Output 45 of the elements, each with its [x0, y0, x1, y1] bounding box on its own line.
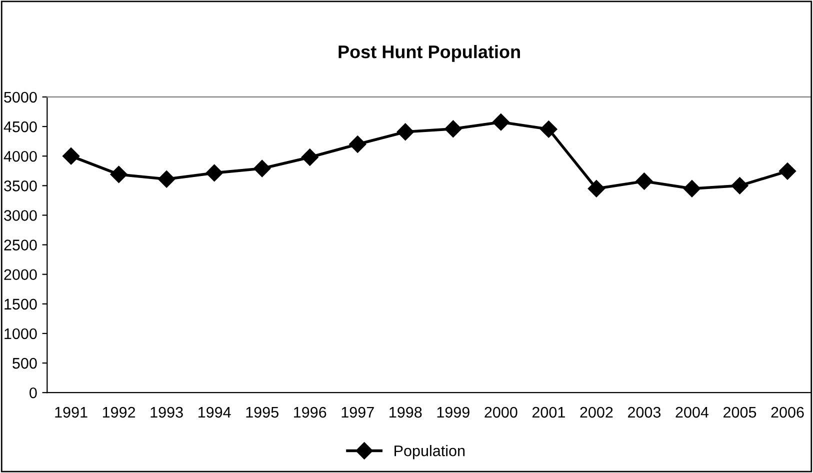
y-tick-label: 2500: [4, 240, 37, 250]
x-tick-label: 1993: [150, 406, 183, 418]
x-tick-label: 2003: [628, 406, 661, 418]
y-tick-label: 2000: [4, 269, 37, 280]
point: [301, 148, 318, 166]
chart-title: Post Hunt Population: [338, 44, 520, 62]
y-tick-label: 4500: [4, 121, 37, 132]
point: [683, 180, 701, 198]
x-tick-label: 2006: [771, 406, 804, 418]
x-tick-label: 2001: [532, 406, 565, 418]
x-tick-label: 1995: [246, 406, 278, 418]
x-tick-label: 1994: [198, 406, 231, 418]
point: [254, 160, 271, 178]
y-tick-label: 4000: [4, 150, 37, 162]
x-tick-label: 1999: [437, 406, 470, 418]
point: [540, 120, 558, 138]
x-tick-label: 1996: [294, 406, 326, 418]
x-tick-label: 1998: [390, 406, 422, 418]
x-tick-label: 1991: [55, 406, 88, 418]
point: [731, 177, 748, 194]
point: [778, 162, 796, 180]
point: [206, 164, 223, 182]
x-tick-label: 1992: [102, 406, 136, 418]
point: [396, 123, 414, 140]
x-tick-label: 2004: [676, 406, 709, 418]
point: [444, 120, 462, 138]
y-tick-label: 0: [30, 387, 37, 398]
y-tick-label: 1500: [4, 298, 37, 310]
point: [349, 136, 366, 153]
x-tick-label: 2005: [724, 406, 756, 418]
point: [110, 166, 128, 183]
y-tick-label: 1000: [4, 328, 37, 340]
y-tick-label: 500: [12, 358, 37, 369]
y-tick-label: 3500: [4, 180, 37, 192]
y-tick-label: 3000: [4, 210, 37, 221]
point: [636, 172, 653, 190]
y-tick-label: 5000: [4, 92, 37, 103]
point: [588, 180, 605, 198]
point: [492, 114, 510, 131]
x-tick-label: 1997: [342, 406, 374, 418]
point: [62, 148, 80, 165]
x-tick-label: 2000: [484, 406, 518, 418]
x-tick-label: 2002: [580, 406, 613, 418]
point: [158, 170, 176, 188]
legend-label: Population: [394, 445, 465, 460]
